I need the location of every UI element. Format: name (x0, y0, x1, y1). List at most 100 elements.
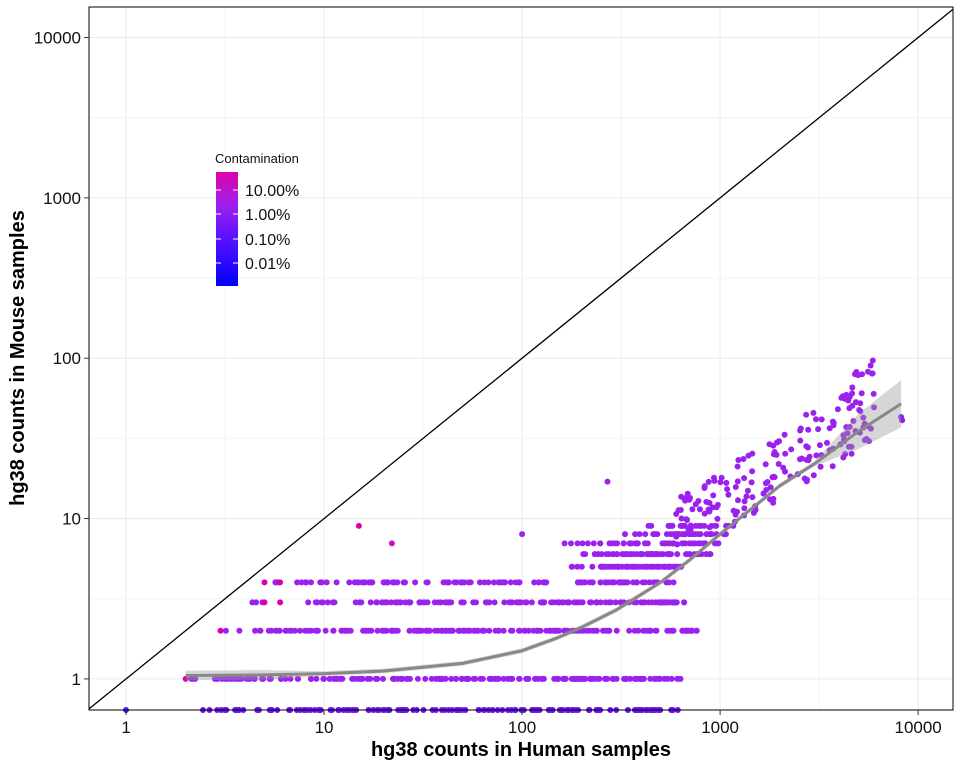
data-point (692, 540, 698, 547)
data-point (829, 418, 836, 425)
data-point (604, 675, 611, 682)
data-point (305, 599, 312, 606)
legend-label: 0.10% (245, 232, 290, 249)
data-point (610, 551, 617, 558)
data-point (406, 599, 413, 606)
data-point (282, 675, 289, 682)
data-point (626, 627, 633, 634)
data-point (516, 579, 523, 586)
identity-line (88, 8, 954, 710)
data-point (416, 599, 423, 606)
x-tick-label: 1000 (701, 718, 739, 737)
data-point (652, 627, 659, 634)
data-point (709, 504, 716, 511)
data-point (476, 579, 483, 586)
data-point (277, 579, 284, 586)
data-point (681, 599, 688, 606)
data-point (670, 579, 677, 586)
data-point (349, 675, 356, 682)
data-point (797, 437, 804, 444)
data-point (663, 599, 669, 606)
data-point (417, 627, 424, 634)
legend-label: 0.01% (245, 256, 290, 273)
data-point (467, 579, 474, 586)
data-point (678, 515, 685, 522)
y-tick-label: 1000 (43, 189, 81, 208)
data-point (597, 579, 604, 586)
data-point (384, 599, 391, 606)
legend: Contamination 10.00% 1.00% 0.10% 0.01% (215, 151, 299, 286)
data-point (399, 675, 406, 682)
data-point (576, 599, 583, 606)
data-point (472, 675, 479, 682)
data-point (516, 627, 522, 634)
data-point (319, 579, 325, 586)
data-point (718, 474, 725, 481)
data-point (249, 599, 256, 606)
data-point (749, 450, 756, 457)
data-point (683, 516, 690, 523)
data-point (694, 531, 701, 538)
data-point (580, 675, 587, 682)
data-point (867, 362, 874, 369)
data-point (714, 515, 721, 522)
data-point (682, 531, 688, 538)
data-point (516, 675, 523, 682)
data-point (609, 579, 616, 586)
data-point (818, 416, 825, 423)
data-point (618, 599, 624, 606)
data-point (853, 369, 860, 375)
data-point (706, 524, 713, 531)
data-point (664, 551, 671, 558)
x-tick-label: 100 (508, 718, 536, 737)
data-point (849, 384, 856, 391)
data-point (844, 430, 851, 437)
data-point (491, 599, 498, 606)
y-tick-label: 10000 (34, 29, 81, 48)
data-point (447, 627, 454, 634)
data-point (282, 627, 289, 634)
data-point (535, 579, 542, 586)
data-point (816, 442, 823, 449)
data-point (670, 563, 677, 570)
data-point (632, 540, 639, 547)
data-point (222, 627, 229, 634)
data-point (867, 425, 874, 432)
data-point (234, 675, 241, 682)
data-point (261, 579, 268, 586)
data-point (657, 675, 664, 682)
data-point (594, 675, 601, 682)
data-point (390, 675, 397, 682)
data-point (552, 627, 559, 634)
legend-label: 1.00% (245, 207, 290, 224)
data-point (320, 675, 327, 682)
data-point (268, 627, 275, 634)
data-point (638, 551, 645, 558)
data-point (345, 627, 352, 634)
data-point (669, 627, 676, 634)
data-point (586, 579, 593, 586)
data-point (482, 599, 489, 606)
data-point (359, 579, 366, 586)
data-point (521, 627, 528, 634)
data-point (389, 579, 396, 586)
y-tick-label: 100 (53, 349, 81, 368)
data-point (762, 480, 769, 487)
data-point (848, 443, 855, 450)
legend-label: 10.00% (245, 183, 299, 200)
data-point (636, 531, 643, 538)
data-point (852, 399, 859, 406)
data-point (217, 627, 224, 634)
data-point (725, 491, 732, 498)
data-point (661, 540, 668, 547)
data-point (182, 675, 189, 682)
data-point (246, 675, 253, 682)
data-point (732, 511, 739, 518)
data-point (576, 675, 583, 682)
data-point (590, 627, 597, 634)
data-point (319, 599, 326, 606)
data-point (673, 599, 680, 606)
data-point (741, 505, 748, 512)
data-point (675, 507, 682, 514)
data-point (646, 579, 653, 586)
